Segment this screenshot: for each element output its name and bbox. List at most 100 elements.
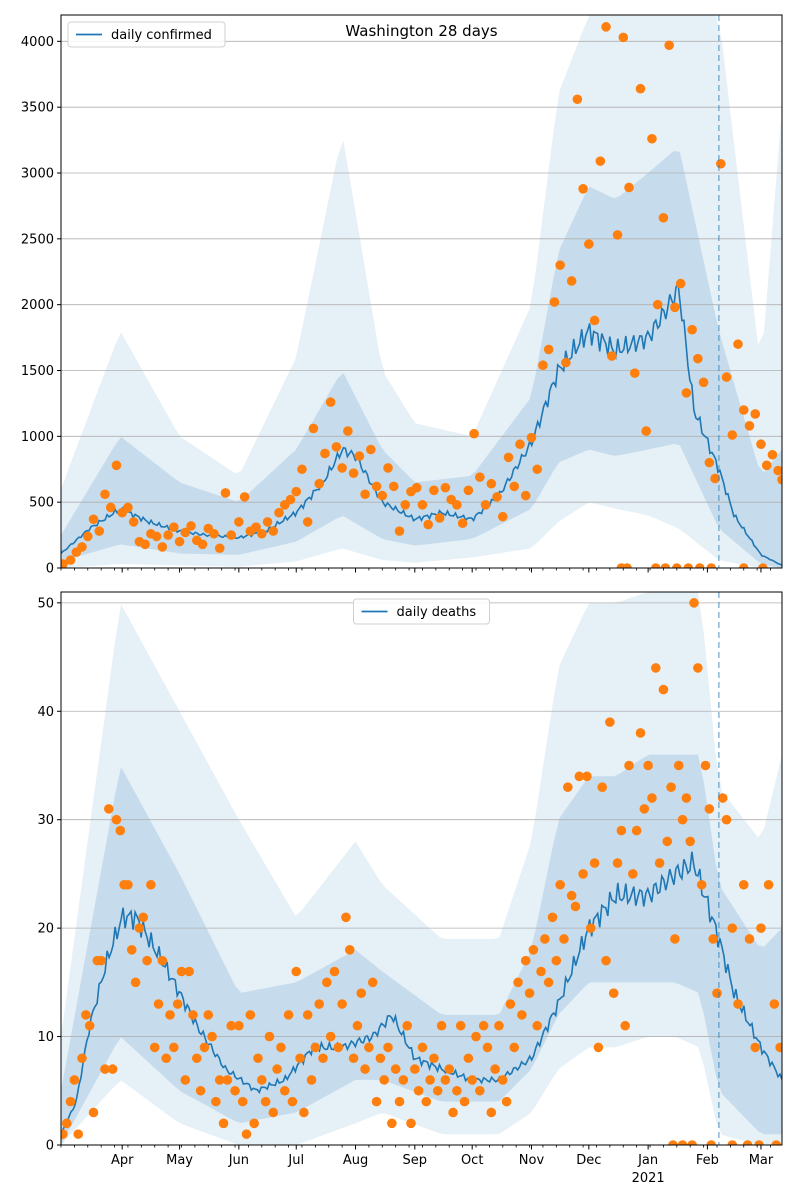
observed-point	[608, 988, 619, 998]
observed-point	[400, 500, 411, 510]
observed-point	[698, 377, 709, 388]
observed-point	[354, 451, 365, 461]
observed-point	[744, 934, 755, 944]
observed-point	[245, 1010, 256, 1020]
observed-point	[666, 782, 676, 792]
observed-point	[677, 814, 688, 825]
observed-point	[452, 500, 462, 510]
observed-point	[675, 278, 686, 289]
observed-point	[126, 945, 137, 955]
x-tick-label: Apr	[111, 1153, 134, 1168]
observed-point	[230, 1085, 240, 1096]
observed-point	[505, 999, 516, 1009]
observed-point	[344, 945, 355, 955]
observed-point	[536, 966, 546, 977]
observed-point	[647, 793, 657, 803]
observed-point	[547, 912, 558, 923]
observed-point	[77, 542, 87, 552]
x-tick-label: Aug	[343, 1153, 368, 1168]
observed-point	[234, 1020, 244, 1031]
observed-point	[123, 502, 133, 513]
observed-point	[337, 463, 347, 473]
legend-label: daily confirmed	[111, 28, 212, 43]
observed-point	[310, 1042, 321, 1053]
observed-point	[65, 555, 76, 565]
observed-point	[622, 563, 632, 568]
observed-point	[388, 481, 399, 492]
observed-point	[209, 528, 219, 539]
y-tick-label: 50	[37, 596, 54, 611]
observed-point	[532, 464, 543, 475]
observed-point	[685, 836, 696, 847]
observed-point	[153, 999, 164, 1009]
observed-point	[693, 353, 703, 364]
observed-point	[767, 449, 778, 460]
observed-point	[406, 1118, 416, 1129]
observed-point	[597, 782, 608, 792]
observed-point	[260, 1096, 271, 1107]
observed-point	[744, 421, 755, 431]
observed-point	[390, 1064, 401, 1074]
observed-point	[463, 485, 474, 496]
x-tick-label: Sep	[403, 1153, 428, 1168]
observed-point	[650, 563, 661, 568]
observed-point	[520, 955, 531, 966]
observed-point	[163, 530, 173, 540]
observed-point	[188, 1010, 198, 1020]
observed-point	[274, 507, 284, 518]
observed-point	[165, 1010, 175, 1020]
observed-point	[81, 1010, 91, 1020]
observed-point	[73, 1129, 84, 1139]
observed-point	[322, 977, 332, 988]
observed-point	[214, 543, 225, 554]
chart-title: Washington 28 days	[345, 22, 497, 40]
observed-point	[532, 1020, 543, 1031]
observed-point	[628, 869, 638, 879]
observed-point	[199, 1042, 210, 1053]
observed-point	[297, 464, 307, 475]
confirmed-panel: 0 500 1000 1500 2000 2500 3000 3500 4000 Washingt…	[21, 14, 783, 577]
observed-point	[616, 825, 627, 836]
observed-point	[677, 1140, 688, 1145]
observed-point	[463, 1053, 474, 1064]
observed-point	[524, 988, 535, 998]
observed-point	[184, 966, 194, 977]
observed-point	[727, 1140, 738, 1145]
observed-point	[486, 1107, 497, 1118]
observed-point	[130, 977, 141, 988]
observed-point	[763, 879, 774, 890]
observed-point	[593, 1042, 604, 1053]
observed-point	[601, 22, 611, 32]
observed-point	[459, 1096, 470, 1107]
observed-point	[681, 793, 692, 803]
x-tick-label: Dec	[576, 1153, 601, 1168]
observed-point	[371, 481, 382, 492]
observed-point	[195, 1085, 206, 1096]
observed-point	[149, 1042, 160, 1053]
outer-uncertainty-band	[61, 592, 782, 1145]
observed-point	[612, 230, 623, 240]
observed-point	[509, 1042, 520, 1053]
observed-point	[689, 598, 699, 608]
y-tick-label: 1500	[21, 364, 54, 379]
observed-point	[287, 1096, 298, 1107]
observed-point	[566, 890, 577, 901]
observed-point	[436, 1020, 447, 1031]
observed-point	[761, 460, 772, 471]
observed-point	[180, 1075, 191, 1085]
observed-point	[664, 40, 674, 51]
x-tick-label: Oct	[461, 1153, 483, 1168]
observed-point	[756, 923, 766, 933]
observed-point	[214, 1075, 225, 1085]
x-year-label: 2021	[632, 1171, 665, 1186]
observed-point	[555, 260, 565, 270]
observed-point	[429, 1053, 439, 1064]
observed-point	[696, 879, 707, 890]
observed-point	[643, 760, 653, 771]
observed-point	[482, 1042, 493, 1053]
inner-uncertainty-band	[61, 150, 782, 568]
observed-point	[257, 1075, 267, 1085]
observed-point	[343, 426, 353, 436]
observed-point	[180, 527, 191, 538]
